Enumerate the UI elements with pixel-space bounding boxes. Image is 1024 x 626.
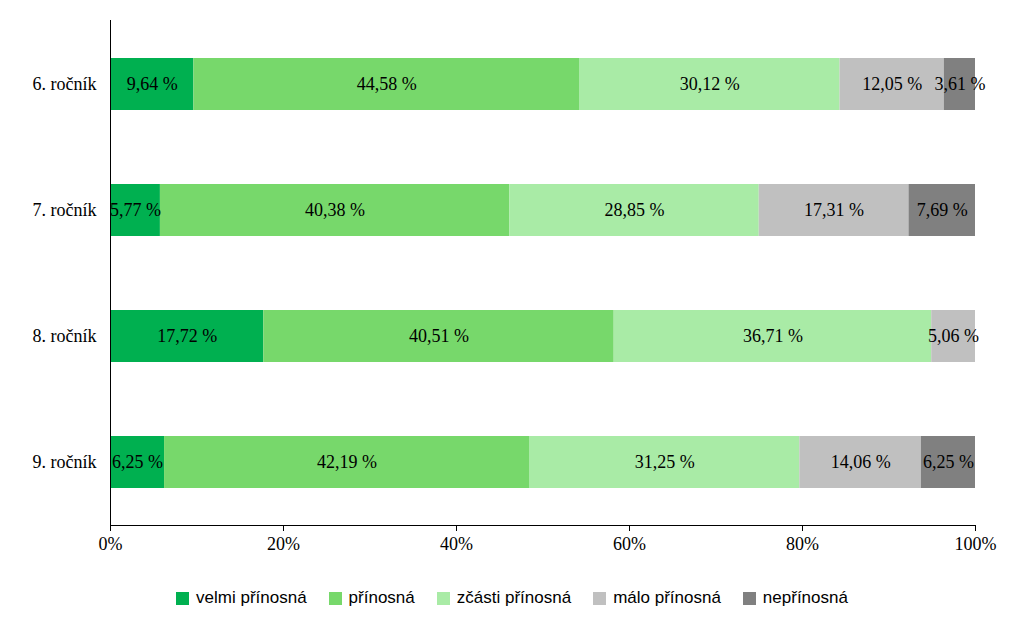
svg-text:12,05 %: 12,05 % [862,74,922,94]
svg-text:30,12 %: 30,12 % [680,74,740,94]
svg-text:8. ročník: 8. ročník [33,326,97,346]
html-text:přínosná: přínosná [348,588,415,607]
svg-text:17,72 %: 17,72 % [157,326,217,346]
html-text:málo přínosná: málo přínosná [613,588,721,607]
svg-text:9,64 %: 9,64 % [127,74,178,94]
svg-text:60%: 60% [613,534,646,554]
svg-text:6,25 %: 6,25 % [112,452,163,472]
svg-text:3,61 %: 3,61 % [934,74,985,94]
html-text:nepřínosná: nepřínosná [762,588,848,607]
html-text:velmi přínosná: velmi přínosná [196,588,307,607]
svg-text:80%: 80% [786,534,819,554]
svg-text:40%: 40% [440,534,473,554]
svg-text:9. ročník: 9. ročník [33,452,97,472]
svg-text:31,25 %: 31,25 % [635,452,695,472]
svg-text:36,71 %: 36,71 % [743,326,803,346]
svg-text:20%: 20% [267,534,300,554]
svg-text:14,06 %: 14,06 % [831,452,891,472]
svg-text:44,58 %: 44,58 % [357,74,417,94]
svg-text:42,19 %: 42,19 % [317,452,377,472]
svg-text:7,69 %: 7,69 % [917,200,968,220]
svg-text:5,77 %: 5,77 % [110,200,161,220]
svg-text:6,25 %: 6,25 % [923,452,974,472]
svg-text:100%: 100% [955,534,997,554]
svg-text:7. ročník: 7. ročník [33,200,97,220]
svg-text:5,06 %: 5,06 % [928,326,979,346]
svg-text:17,31 %: 17,31 % [804,200,864,220]
svg-text:40,51 %: 40,51 % [409,326,469,346]
svg-text:40,38 %: 40,38 % [305,200,365,220]
svg-text:6. ročník: 6. ročník [33,74,97,94]
svg-text:28,85 %: 28,85 % [604,200,664,220]
svg-text:0%: 0% [99,534,123,554]
html-text:zčásti přínosná: zčásti přínosná [456,588,572,607]
